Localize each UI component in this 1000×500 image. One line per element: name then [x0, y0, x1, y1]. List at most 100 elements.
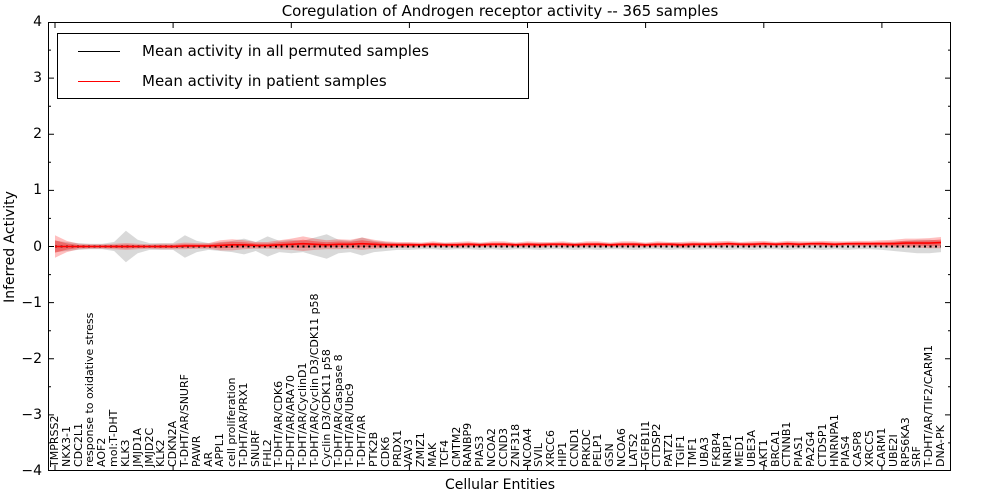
x-tick-label: TMF1 [685, 437, 699, 467]
x-tick-label: NKX3-1 [59, 426, 73, 467]
x-tick-label: MED1 [733, 435, 747, 467]
x-tick-label: XRCC6 [544, 430, 558, 467]
x-tick-label: APPL1 [213, 433, 227, 467]
x-tick-label: T-DHT/AR/Caspase 8 [331, 354, 345, 467]
x-tick-label: T-DHT/AR [355, 414, 369, 467]
x-tick-label: NCOA2 [485, 428, 499, 467]
y-tick-label: −4 [21, 463, 42, 479]
x-tick-label: PELP1 [591, 433, 605, 467]
legend-label: Mean activity in all permuted samples [142, 42, 429, 60]
x-tick-label: ZNF318 [508, 423, 522, 467]
x-tick-label: CARM1 [874, 427, 888, 467]
x-tick-label: T-DHT/AR/CDK6 [272, 380, 286, 467]
x-tick-label: MAK [426, 442, 440, 467]
x-tick-label: cell proliferation [225, 377, 239, 467]
x-tick-label: UBE3A [744, 429, 758, 467]
chart-title: Coregulation of Androgen receptor activi… [281, 2, 719, 20]
x-tick-label: RPS6KA3 [898, 417, 912, 467]
x-tick-label: T-DHT/AR/PRX1 [237, 382, 250, 467]
x-tick-label: CTNNB1 [780, 421, 794, 467]
x-tick-label: T-DHT/AR/TIF2/CARM1 [922, 344, 936, 467]
x-tick-label: PIAS1 [792, 435, 806, 467]
x-tick-label: VAV3 [402, 438, 416, 467]
x-tick-label: PRKDC [579, 429, 593, 467]
x-tick-label: PAWR [189, 435, 203, 467]
x-tick-label: TCF4 [437, 439, 451, 467]
plot-border [48, 22, 951, 471]
x-tick-label: GSN [603, 443, 617, 467]
x-tick-label: mol:T-DHT [107, 409, 121, 467]
x-tick-label: T-DHT/AR/CyclinD1 [296, 362, 310, 467]
x-tick-label: KLK2 [154, 439, 168, 467]
y-tick-label: 3 [33, 70, 42, 87]
x-tick-label: RANBP9 [461, 422, 475, 467]
legend-item-patient: Mean activity in patient samples [76, 72, 528, 90]
axis-ticks [48, 22, 951, 471]
x-tick-label: FHL2 [260, 439, 274, 467]
x-tick-label: CDC2L1 [71, 423, 85, 467]
patient-spread-band-outer [55, 235, 941, 258]
patient-spread-band-inner [55, 239, 941, 253]
x-tick-label: ZMIZ1 [414, 432, 428, 467]
x-tick-label: AKT1 [756, 439, 770, 467]
x-tick-label: T-DHT/AR/Cyclin D3/CDK11 p58 [307, 293, 321, 467]
x-tick-label: response to oxidative stress [83, 312, 97, 467]
x-tick-label: TGIF1 [674, 435, 688, 467]
x-tick-label: NRIP1 [721, 434, 735, 467]
x-tick-label: CTDSP1 [815, 423, 829, 467]
x-tick-label: PA2G4 [804, 431, 818, 467]
y-tick-label: −3 [21, 406, 42, 423]
x-tick-label: CTDSP2 [650, 423, 664, 467]
x-tick-label: HIP1 [555, 441, 569, 467]
x-axis-label: Cellular Entities [444, 477, 556, 493]
legend-line-red-icon [78, 80, 120, 82]
x-tick-label: PATZ1 [662, 433, 676, 467]
legend: Mean activity in all permuted samples Me… [57, 33, 529, 99]
x-tick-label: HNRNPA1 [827, 414, 841, 467]
x-tick-label: T-DHT/AR/SNURF [177, 374, 191, 467]
x-tick-label: KLK3 [118, 439, 132, 467]
x-tick-label: PRDX1 [390, 429, 404, 467]
x-tick-label: PTK2B [366, 431, 380, 467]
x-tick-label: XRCC5 [863, 430, 877, 467]
x-tick-label: NCOA4 [520, 428, 534, 467]
x-tick-label: SRF [910, 446, 924, 467]
x-tick-label: NCOA6 [615, 428, 629, 467]
y-tick-label: −2 [21, 350, 42, 367]
x-tick-label: JMJD2C [142, 427, 156, 467]
plot-area [48, 22, 951, 471]
y-tick-label: 0 [33, 238, 42, 255]
x-tick-label: CCND1 [567, 427, 581, 467]
x-tick-label: CMTM2 [449, 426, 463, 467]
y-tick-label: 2 [33, 126, 42, 143]
x-tick-label: PIAS3 [473, 435, 487, 467]
y-tick-label: −1 [21, 294, 42, 311]
legend-line-black-icon [78, 50, 120, 52]
x-tick-label: SNURF [248, 429, 262, 467]
x-tick-label: CCND3 [496, 427, 510, 467]
x-tick-label: BRCA1 [768, 430, 782, 467]
x-tick-label: PIAS4 [839, 435, 853, 467]
x-tick-label: LATS2 [626, 433, 640, 467]
x-tick-label: T-DHT/AR/ARA70 [284, 375, 298, 467]
x-tick-label: Cyclin D3/CDK11 p58 [319, 349, 333, 467]
x-tick-label: CASP8 [851, 431, 865, 467]
x-tick-label: T-DHT/AR/Ubc9 [343, 383, 357, 467]
legend-label: Mean activity in patient samples [142, 72, 387, 90]
x-tick-label: UBA3 [697, 436, 711, 467]
x-tick-label: AOF2 [95, 437, 109, 467]
x-tick-label: UBE2I [886, 434, 900, 467]
mean-patient-line [55, 241, 942, 248]
y-tick-label: 1 [33, 182, 42, 199]
y-tick-label: 4 [33, 14, 42, 30]
x-tick-label: CDKN2A [166, 420, 180, 467]
x-tick-label: TMPRSS2 [48, 415, 61, 467]
x-tick-label: FKBP4 [709, 432, 723, 467]
x-tick-label: SVIL [532, 443, 546, 467]
x-tick-label: AR [201, 451, 215, 467]
x-tick-label: CDK6 [378, 436, 392, 467]
x-tick-label: JMJD1A [130, 428, 144, 467]
permuted-spread-band [55, 230, 941, 263]
x-tick-label: DNA-PK [933, 425, 947, 467]
